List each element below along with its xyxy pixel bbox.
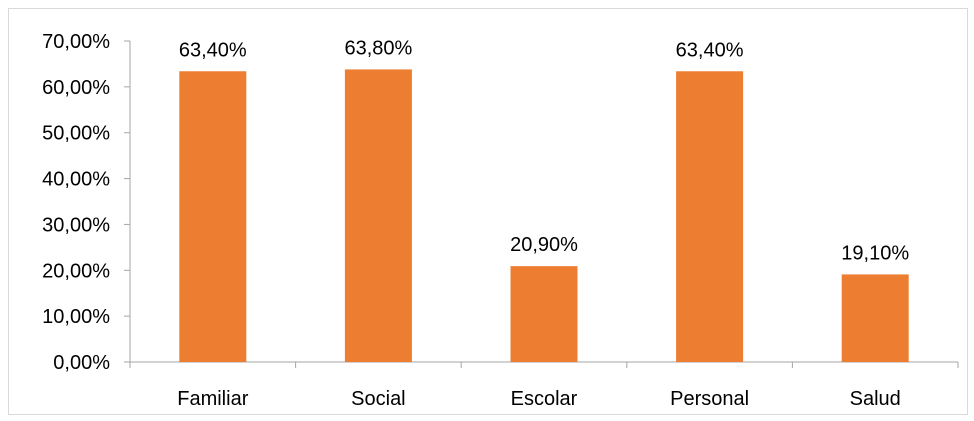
bar-escolar [510, 266, 578, 362]
y-tick-label: 50,00% [42, 123, 110, 145]
y-tick-label: 40,00% [42, 169, 110, 191]
x-category-label: Personal [670, 388, 749, 410]
x-category-label: Escolar [511, 388, 578, 410]
bar-salud [841, 274, 909, 362]
y-tick-label: 70,00% [42, 31, 110, 53]
bar-personal [676, 71, 744, 362]
x-category-label: Salud [850, 388, 901, 410]
data-label: 20,90% [510, 234, 578, 256]
data-label: 63,80% [344, 37, 412, 59]
data-label: 63,40% [676, 39, 744, 61]
y-tick-label: 0,00% [53, 352, 110, 374]
data-label: 19,10% [841, 242, 909, 264]
y-tick-label: 30,00% [42, 214, 110, 236]
x-category-label: Familiar [177, 388, 248, 410]
bar-familiar [179, 71, 247, 362]
y-tick-label: 20,00% [42, 260, 110, 282]
chart-border [8, 8, 968, 415]
bar-social [344, 69, 412, 362]
y-tick-label: 60,00% [42, 77, 110, 99]
x-category-label: Social [351, 388, 405, 410]
y-tick-label: 10,00% [42, 306, 110, 328]
data-label: 63,40% [179, 39, 247, 61]
